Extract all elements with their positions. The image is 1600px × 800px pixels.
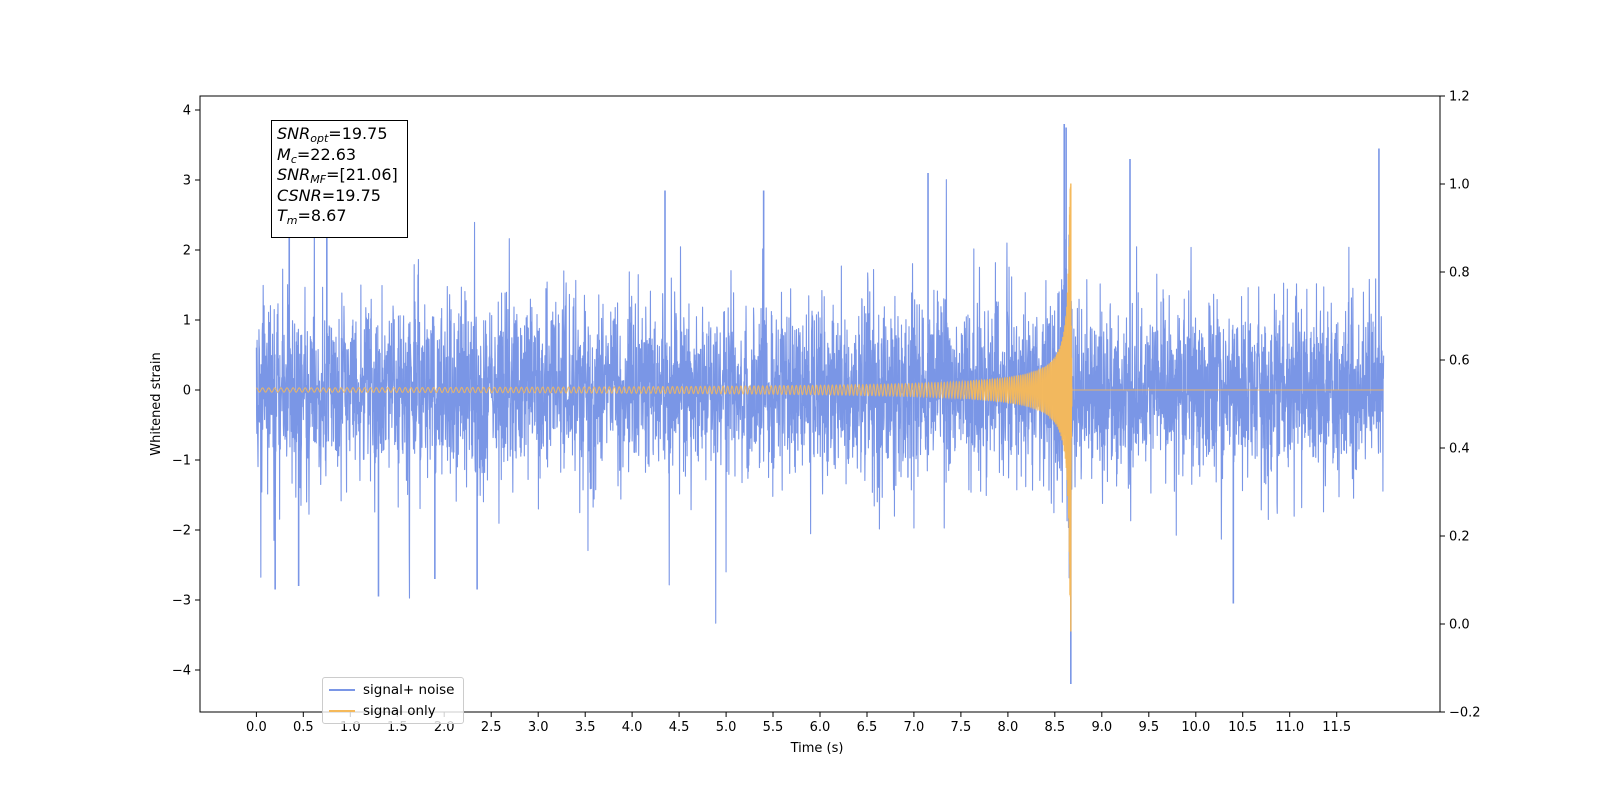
snr-mf-sub: MF bbox=[310, 173, 327, 186]
x-tick-label: 8.0 bbox=[998, 720, 1019, 735]
legend: signal+ noise signal only bbox=[322, 677, 464, 724]
snr-mf-label: SNR bbox=[277, 165, 311, 184]
legend-swatch-signal-noise bbox=[329, 689, 355, 692]
series-line-signal-only bbox=[256, 214, 1384, 582]
x-tick-label: 8.5 bbox=[1044, 720, 1065, 735]
tm-line: Tm=8.67 bbox=[277, 206, 402, 227]
x-tick-label: 5.5 bbox=[763, 720, 784, 735]
y-tick-label: −2 bbox=[172, 524, 191, 539]
series-line-signal-only-merger bbox=[969, 186, 1073, 597]
x-tick-label: 0.5 bbox=[293, 720, 314, 735]
series-layer bbox=[255, 124, 1385, 684]
x-tick-label: 5.0 bbox=[716, 720, 737, 735]
x-tick-label: 6.0 bbox=[810, 720, 831, 735]
mc-value: =22.63 bbox=[296, 144, 357, 164]
snr-opt-sub: opt bbox=[310, 132, 329, 145]
y-right-tick-label: 0.8 bbox=[1449, 266, 1470, 281]
y-right-tick-label: 1.0 bbox=[1449, 178, 1470, 193]
stats-annotation-box: SNRopt=19.75 Mc=22.63 SNRMF=[21.06] CSNR… bbox=[271, 120, 408, 238]
y-right-tick-label: −0.2 bbox=[1449, 706, 1481, 721]
y-axis-title: Whitened strain bbox=[149, 352, 164, 455]
y-axis-left: 4 3 2 1 0 −1 −2 −3 −4 bbox=[172, 104, 200, 679]
series-line-signal-noise bbox=[255, 179, 1385, 645]
snr-opt-line: SNRopt=19.75 bbox=[277, 124, 402, 145]
x-tick-label: 4.0 bbox=[622, 720, 643, 735]
mc-line: Mc=22.63 bbox=[277, 145, 402, 166]
csnr-line: CSNR=19.75 bbox=[277, 186, 402, 207]
csnr-label: CSNR bbox=[277, 185, 322, 205]
x-tick-label: 7.5 bbox=[951, 720, 972, 735]
legend-item-signal-noise: signal+ noise bbox=[329, 680, 457, 701]
csnr-value: =19.75 bbox=[321, 185, 381, 205]
x-tick-label: 10.0 bbox=[1181, 720, 1210, 735]
x-tick-label: 10.5 bbox=[1228, 720, 1257, 735]
y-tick-label: −1 bbox=[172, 454, 191, 469]
y-right-tick-label: 0.6 bbox=[1449, 354, 1470, 369]
x-tick-label: 11.5 bbox=[1322, 720, 1351, 735]
y-right-tick-label: 0.2 bbox=[1449, 530, 1470, 545]
y-tick-label: 4 bbox=[183, 104, 191, 119]
y-right-tick-label: 0.0 bbox=[1449, 618, 1470, 633]
mc-label: M bbox=[277, 144, 291, 164]
y-tick-label: −4 bbox=[172, 664, 191, 679]
y-axis-right: 1.2 1.0 0.8 0.6 0.4 0.2 0.0 −0.2 bbox=[1440, 90, 1481, 721]
legend-label-signal-only: signal only bbox=[363, 702, 436, 719]
x-tick-label: 11.0 bbox=[1275, 720, 1304, 735]
x-tick-label: 3.5 bbox=[575, 720, 596, 735]
x-tick-label: 3.0 bbox=[528, 720, 549, 735]
x-axis-title: Time (s) bbox=[790, 741, 844, 756]
snr-mf-value: =[21.06] bbox=[326, 165, 398, 184]
x-tick-label: 0.0 bbox=[246, 720, 267, 735]
snr-opt-label: SNR bbox=[277, 124, 311, 143]
tm-sub: m bbox=[286, 214, 298, 227]
x-tick-label: 4.5 bbox=[669, 720, 690, 735]
legend-swatch-signal-only bbox=[329, 709, 355, 712]
tm-label: T bbox=[277, 206, 287, 225]
mc-sub: c bbox=[290, 152, 297, 166]
snr-mf-line: SNRMF=[21.06] bbox=[277, 165, 402, 186]
y-tick-label: 2 bbox=[183, 244, 191, 259]
y-right-tick-label: 1.2 bbox=[1449, 90, 1470, 105]
y-tick-label: 3 bbox=[183, 174, 191, 189]
x-tick-label: 6.5 bbox=[857, 720, 878, 735]
legend-label-signal-noise: signal+ noise bbox=[363, 682, 455, 699]
x-tick-label: 9.0 bbox=[1091, 720, 1112, 735]
y-tick-label: −3 bbox=[172, 594, 191, 609]
y-tick-label: 0 bbox=[183, 384, 191, 399]
tm-value: =8.67 bbox=[297, 206, 347, 225]
y-tick-label: 1 bbox=[183, 314, 191, 329]
x-tick-label: 7.0 bbox=[904, 720, 925, 735]
x-tick-label: 9.5 bbox=[1138, 720, 1159, 735]
y-right-tick-label: 0.4 bbox=[1449, 442, 1470, 457]
x-tick-label: 2.5 bbox=[481, 720, 502, 735]
legend-item-signal-only: signal only bbox=[329, 701, 457, 722]
snr-opt-value: =19.75 bbox=[328, 124, 388, 143]
